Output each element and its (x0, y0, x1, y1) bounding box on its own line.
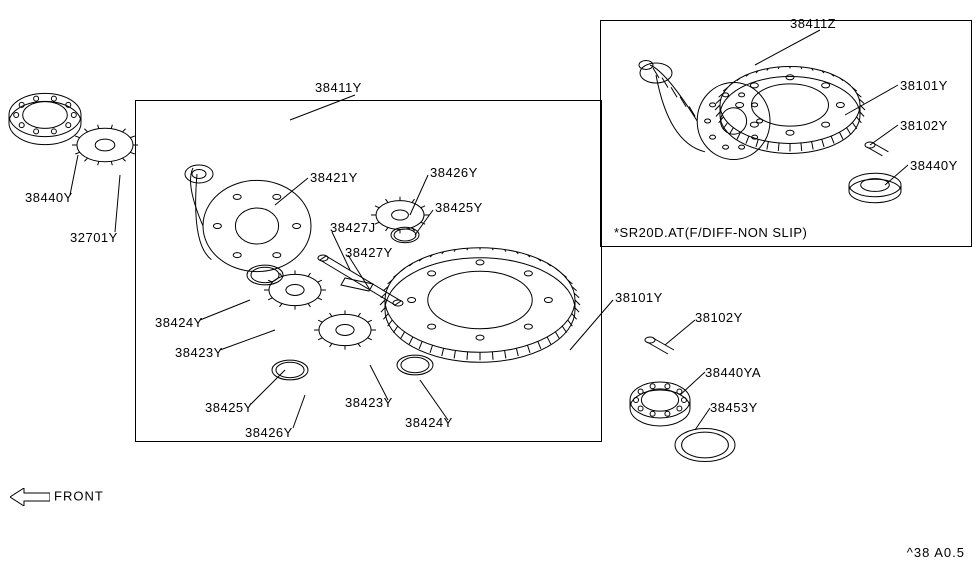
label-38423Y_bot: 38423Y (345, 395, 393, 410)
label-38411Z: 38411Z (790, 16, 836, 31)
label-38411Y: 38411Y (315, 80, 362, 95)
label-38453Y: 38453Y (710, 400, 758, 415)
label-38101Y_inset: 38101Y (900, 78, 948, 93)
diagram-code: ^38 A0.5 (907, 545, 965, 560)
label-32701Y: 32701Y (70, 230, 118, 245)
label-38427J: 38427J (330, 220, 376, 235)
label-38440YA: 38440YA (705, 365, 761, 380)
label-38101Y_main: 38101Y (615, 290, 663, 305)
label-38440Y_inset: 38440Y (910, 158, 958, 173)
label-38426Y_bot: 38426Y (245, 425, 293, 440)
front-arrow-icon (10, 488, 50, 506)
label-38425Y_top: 38425Y (435, 200, 483, 215)
label-38102Y_inset: 38102Y (900, 118, 948, 133)
label-38421Y: 38421Y (310, 170, 358, 185)
label-38426Y_top: 38426Y (430, 165, 478, 180)
label-38102Y_main: 38102Y (695, 310, 743, 325)
label-38425Y_bot: 38425Y (205, 400, 253, 415)
label-38424Y_left: 38424Y (155, 315, 203, 330)
group-box-inset (600, 20, 972, 247)
label-38440Y_left: 38440Y (25, 190, 73, 205)
label-38423Y_left: 38423Y (175, 345, 223, 360)
front-arrow: FRONT (10, 488, 104, 506)
diagram-canvas: { "diagram_code": "^38 A0.5", "note_text… (0, 0, 975, 566)
front-label: FRONT (54, 488, 104, 503)
group-box-main (135, 100, 602, 442)
label-38424Y_bot: 38424Y (405, 415, 453, 430)
label-38427Y: 38427Y (345, 245, 393, 260)
inset-note: *SR20D.AT(F/DIFF-NON SLIP) (614, 225, 807, 240)
